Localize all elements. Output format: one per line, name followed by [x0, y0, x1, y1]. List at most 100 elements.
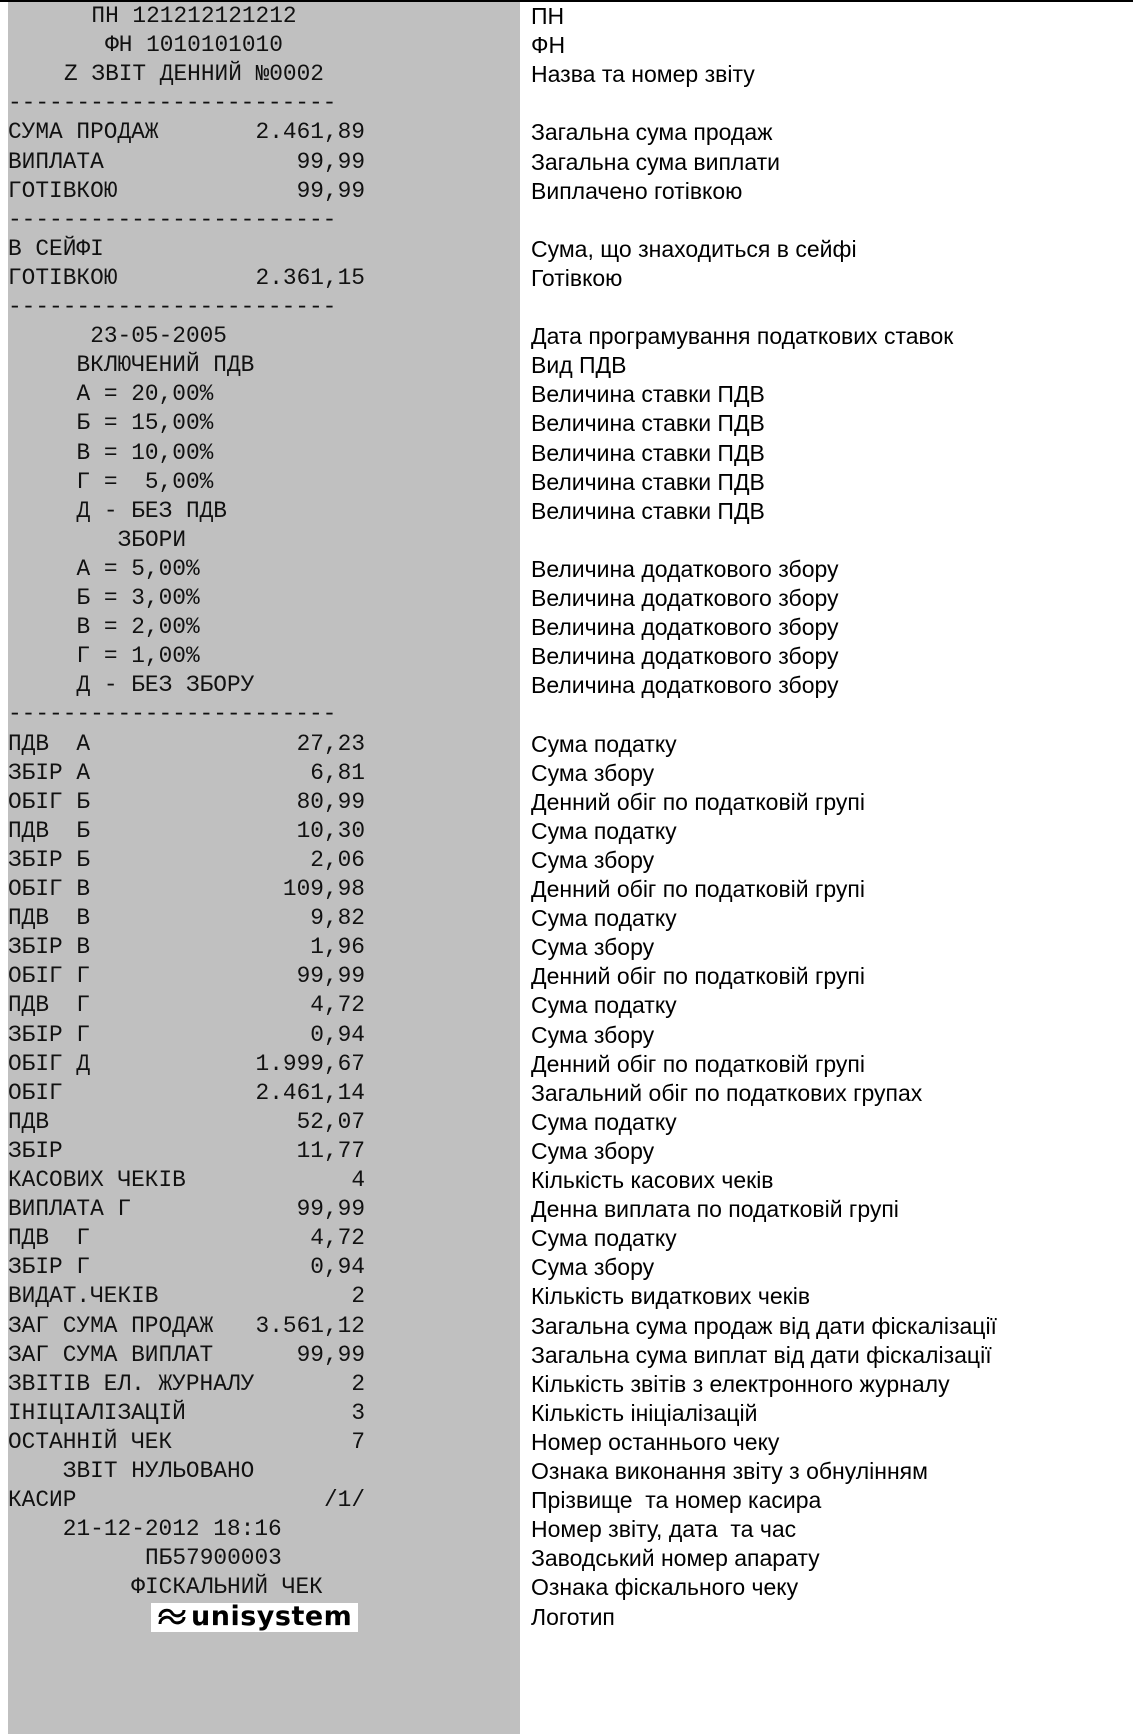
- receipt-line-label: ОБІГ Д: [8, 1050, 91, 1077]
- receipt-indented-text: Б = 15,00%: [76, 410, 214, 437]
- explanation-line: Заводський номер апарату: [531, 1545, 820, 1572]
- explanation-line: Сума збору: [531, 759, 655, 786]
- receipt-line-value: 9,82: [310, 905, 365, 932]
- explanation-line: Дата програмування податкових ставок: [531, 323, 954, 350]
- receipt-amount-line: ЗБІР Г 0,94: [8, 1021, 520, 1050]
- receipt-amount-line: ВИДАТ.ЧЕКІВ 2: [8, 1282, 520, 1311]
- receipt-line-label: ОСТАННІЙ ЧЕК: [8, 1428, 173, 1455]
- receipt-indented-line: Б = 3,00%: [8, 584, 520, 613]
- explanation-line: Денний обіг по податковій групі: [531, 876, 865, 902]
- receipt-line-value: 99,99: [296, 1341, 365, 1368]
- receipt-line-value: 2,06: [310, 846, 365, 873]
- explanation-line: Кількість видаткових чеків: [531, 1283, 811, 1310]
- receipt-line-value: 99,99: [296, 177, 365, 204]
- receipt-indented-text: ЗБОРИ: [117, 526, 186, 553]
- receipt-indented-line: ВКЛЮЧЕНИЙ ПДВ: [8, 351, 520, 380]
- receipt-line-value: 99,99: [296, 148, 365, 175]
- explanation-line: Сума податку: [531, 905, 677, 932]
- receipt-line-label: ОБІГ В: [8, 876, 91, 902]
- receipt-line-label: ПДВ Г: [8, 1225, 91, 1252]
- explanation-line: Сума податку: [531, 992, 677, 1019]
- receipt-indented-text: А = 5,00%: [76, 555, 200, 582]
- receipt-amount-line: ПДВ В 9,82: [8, 904, 520, 933]
- receipt-amount-line: ЗАГ СУМА ВИПЛАТ 99,99: [8, 1341, 520, 1370]
- receipt-indented-line: 21-12-2012 18:16: [8, 1515, 520, 1544]
- receipt-line: В СЕЙФІ: [8, 235, 104, 262]
- explanation-line: Загальна сума продаж від дати фіскалізац…: [531, 1312, 997, 1339]
- receipt-indented-text: Д - БЕЗ ПДВ: [76, 497, 227, 524]
- receipt-indented-text: 21-12-2012 18:16: [62, 1516, 282, 1543]
- receipt-line-label: ОБІГ: [8, 1079, 63, 1106]
- receipt-amount-line: КАСИР/1/: [8, 1486, 520, 1515]
- receipt-line-label: ПДВ А: [8, 730, 91, 757]
- explanation-line: Величина додаткового збору: [531, 555, 839, 582]
- receipt-amount-line: ПДВ А 27,23: [8, 730, 520, 759]
- receipt-indented-line: Г = 1,00%: [8, 642, 520, 671]
- explanation-line: Сума податку: [531, 730, 677, 757]
- explanation-line: Загальна сума виплати: [531, 148, 780, 175]
- receipt-amount-line: ЗБІР Г 0,94: [8, 1253, 520, 1282]
- receipt-amount-line: ЗВІТІВ ЕЛ. ЖУРНАЛУ 2: [8, 1370, 520, 1399]
- unisystem-logo: unisystem: [151, 1600, 359, 1632]
- explanation-line: Сума податку: [531, 1108, 677, 1135]
- receipt-indented-line: ПБ57900003: [8, 1544, 520, 1573]
- receipt-line-value: 99,99: [296, 1196, 365, 1223]
- explanation-line: Сума, що знаходиться в сейфі: [531, 235, 857, 262]
- receipt-indented-text: ВКЛЮЧЕНИЙ ПДВ: [76, 352, 255, 379]
- receipt-line-label: ЗАГ СУМА ВИПЛАТ: [8, 1341, 214, 1368]
- explanation-line: Кількість касових чеків: [531, 1167, 774, 1193]
- receipt-header-text: ФН 1010101010: [105, 32, 283, 59]
- receipt-line-label: КАСОВИХ ЧЕКІВ: [8, 1167, 186, 1193]
- unisystem-logo-text: unisystem: [191, 1600, 353, 1632]
- explanation-line: Ознака фіскального чеку: [531, 1574, 799, 1601]
- receipt-amount-line: ПДВ 52,07: [8, 1108, 520, 1137]
- receipt-line-value: 2.461,89: [255, 119, 365, 146]
- receipt-line-value: /1/: [323, 1487, 365, 1514]
- explanation-line: Загальна сума виплат від дати фіскалізац…: [531, 1341, 992, 1368]
- receipt-line-value: 109,98: [282, 876, 365, 902]
- explanation-line: Кількість ініціалізацій: [531, 1399, 758, 1426]
- receipt-line-label: ЗВІТІВ ЕЛ. ЖУРНАЛУ: [8, 1370, 255, 1397]
- receipt-indented-line: А = 5,00%: [8, 555, 520, 584]
- explanation-line: Денний обіг по податковій групі: [531, 788, 865, 815]
- fiscal-receipt: ПН 121212121212 ФН 1010101010 Z ЗВІТ ДЕННИ…: [8, 2, 520, 1734]
- receipt-line-label: ВИПЛАТА Г: [8, 1196, 132, 1223]
- receipt-line-value: 6,81: [310, 759, 365, 786]
- receipt-line-label: ЗБІР А: [8, 759, 91, 786]
- explanation-line: Сума збору: [531, 1021, 655, 1048]
- explanation-line: Величина ставки ПДВ: [531, 468, 765, 495]
- receipt-line-value: 4,72: [310, 992, 365, 1019]
- explanation-line: [531, 293, 1131, 322]
- explanation-line: Величина ставки ПДВ: [531, 410, 765, 437]
- receipt-amount-line: СУМА ПРОДАЖ 2.461,89: [8, 118, 520, 147]
- explanation-line: Вид ПДВ: [531, 352, 627, 379]
- receipt-separator: ------------------------: [8, 294, 337, 320]
- receipt-amount-line: ПДВ Г 4,72: [8, 991, 520, 1020]
- receipt-indented-text: Д - БЕЗ ЗБОРУ: [76, 672, 255, 699]
- receipt-header-line: ПН 121212121212: [8, 2, 520, 31]
- receipt-line-label: ЗБІР Г: [8, 1021, 91, 1048]
- receipt-amount-line: ПДВ Б 10,30: [8, 817, 520, 846]
- explanation-line: Загальна сума продаж: [531, 119, 773, 146]
- receipt-header-line: Z ЗВІТ ДЕННИЙ №0002: [8, 60, 520, 89]
- explanation-line: Сума збору: [531, 1254, 655, 1281]
- receipt-line-label: ОБІГ Г: [8, 963, 91, 990]
- receipt-line-value: 0,94: [310, 1254, 365, 1281]
- explanation-line: Готівкою: [531, 264, 623, 291]
- receipt-indented-line: В = 10,00%: [8, 439, 520, 468]
- receipt-line-value: 7: [351, 1428, 365, 1455]
- receipt-indented-text: Б = 3,00%: [76, 585, 200, 611]
- explanation-line: Денна виплата по податковій групі: [531, 1196, 899, 1223]
- explanation-line: ФН: [531, 32, 566, 59]
- receipt-indented-text: А = 20,00%: [76, 381, 214, 408]
- receipt-line-value: 80,99: [296, 788, 365, 815]
- receipt-header-text: Z ЗВІТ ДЕННИЙ №0002: [64, 61, 324, 88]
- receipt-line-value: 52,07: [296, 1108, 365, 1135]
- receipt-amount-line: ІНІЦІАЛІЗАЦІЙ 3: [8, 1399, 520, 1428]
- receipt-indented-line: Б = 15,00%: [8, 409, 520, 438]
- receipt-line-value: 99,99: [296, 963, 365, 990]
- receipt-amount-line: ОБІГ Г 99,99: [8, 962, 520, 991]
- explanation-line: Виплачено готівкою: [531, 177, 743, 204]
- receipt-line-value: 27,23: [296, 730, 365, 757]
- receipt-indented-line: В = 2,00%: [8, 613, 520, 642]
